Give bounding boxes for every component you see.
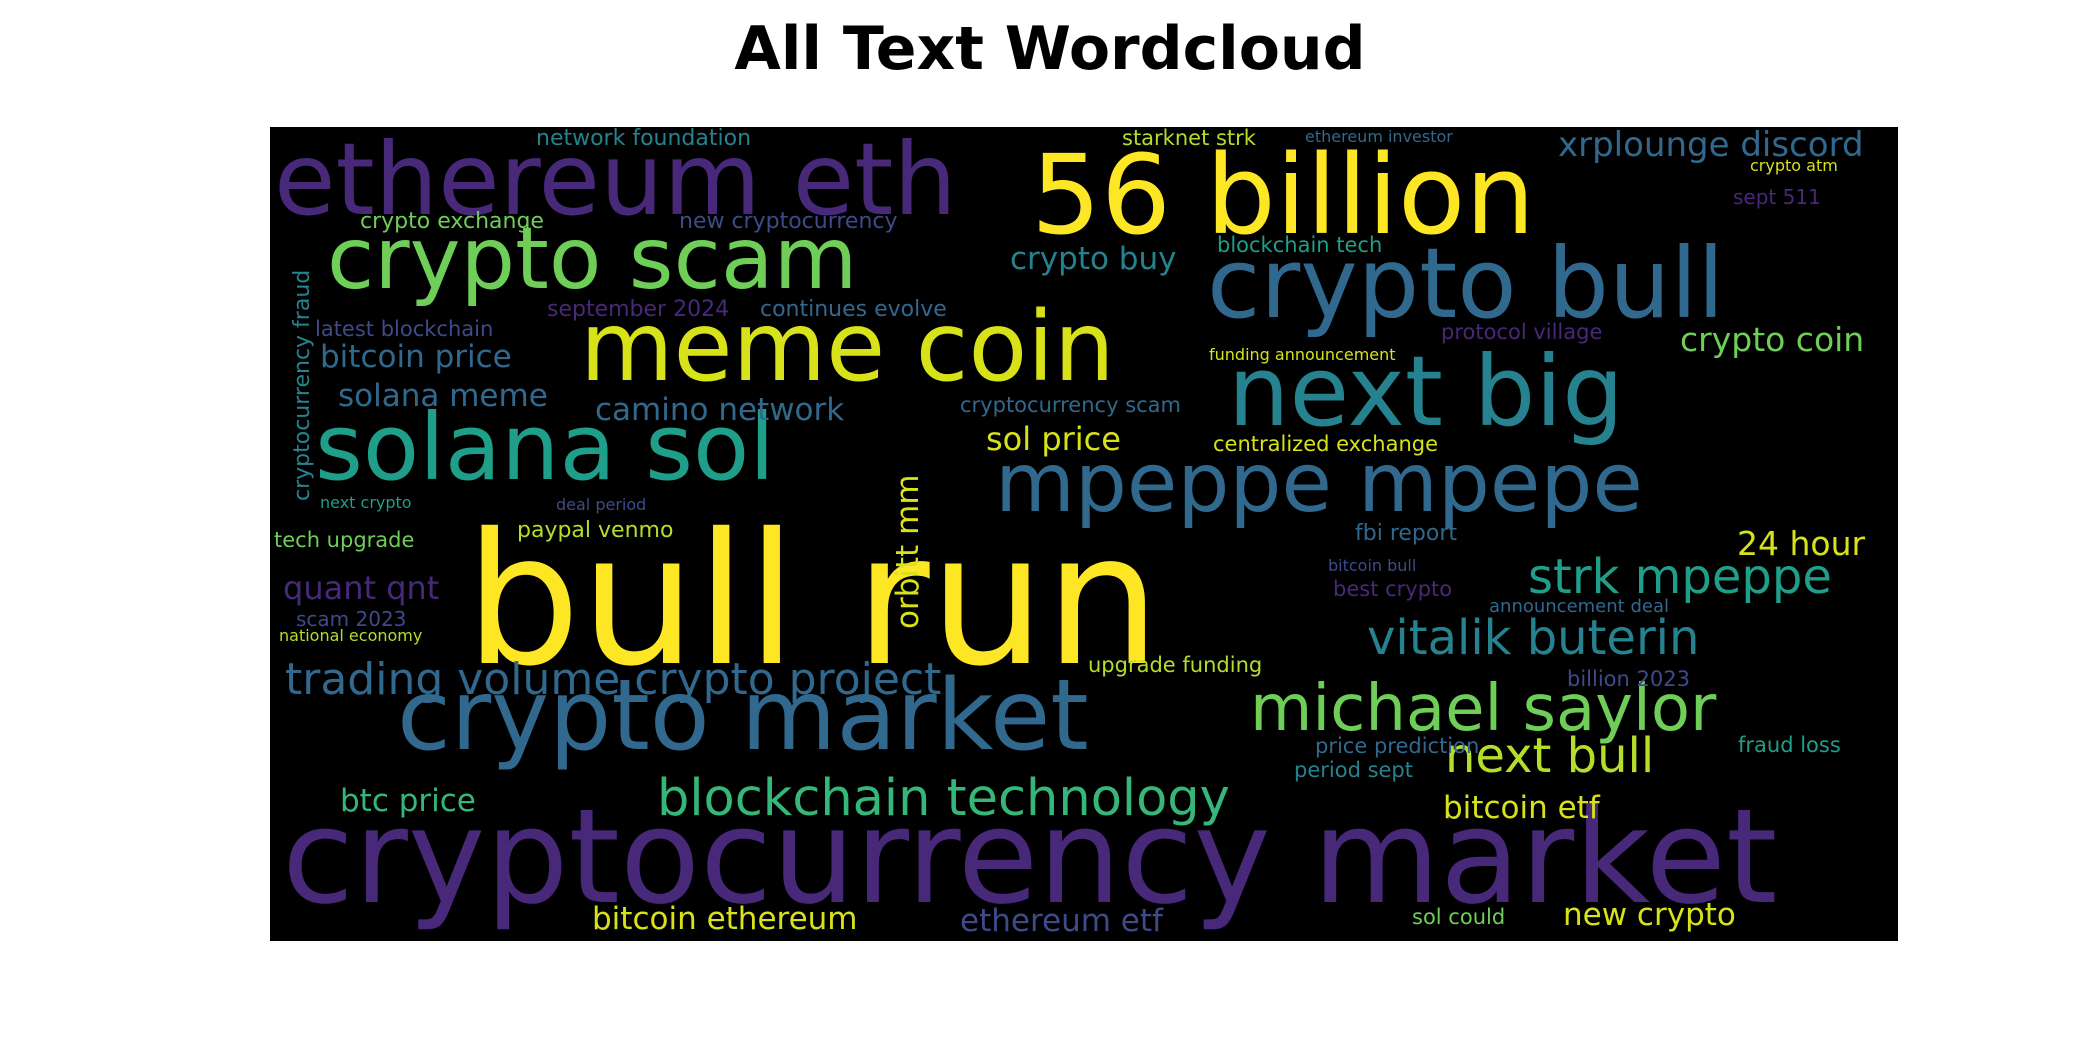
word-blockchain-tech: blockchain tech — [1217, 233, 1383, 257]
word-cryptocurrency-scam: cryptocurrency scam — [960, 393, 1182, 417]
word-crypto-scam: crypto scam — [327, 209, 858, 309]
word-vitalik-buterin: vitalik buterin — [1367, 610, 1700, 666]
word-cryptocurrency-market: cryptocurrency market — [282, 780, 1778, 933]
word-tech-upgrade: tech upgrade — [274, 528, 415, 552]
word-solana-sol: solana sol — [315, 394, 775, 501]
word-crypto-coin: crypto coin — [1680, 320, 1865, 359]
word-bitcoin-bull: bitcoin bull — [1328, 556, 1417, 575]
word-mpeppe-mpepe: mpeppe mpepe — [995, 436, 1643, 531]
word-crypto-market: crypto market — [397, 659, 1089, 773]
word-24-hour: 24 hour — [1737, 524, 1866, 563]
wordcloud-canvas: bull run cryptocurrency market 56 billio… — [270, 127, 1898, 941]
word-new-cryptocurrency: new cryptocurrency — [679, 209, 898, 234]
word-next-bull: next bull — [1445, 728, 1655, 784]
word-protocol-village: protocol village — [1441, 320, 1603, 344]
word-fraud-loss: fraud loss — [1738, 733, 1841, 757]
word-cryptocurrency-fraud: cryptocurrency fraud — [290, 269, 315, 501]
word-bitcoin-etf: bitcoin etf — [1443, 790, 1600, 826]
word-sept-511: sept 511 — [1733, 185, 1821, 209]
word-period-sept: period sept — [1294, 758, 1413, 782]
word-bitcoin-price: bitcoin price — [320, 339, 512, 375]
word-next-crypto: next crypto — [320, 493, 412, 512]
word-orbitt-mm: orbitt mm — [890, 474, 926, 629]
word-strk-mpeppe: strk mpeppe — [1528, 549, 1832, 605]
word-crypto-buy: crypto buy — [1010, 241, 1177, 277]
word-new-crypto: new crypto — [1563, 897, 1736, 933]
word-national-economy: national economy — [279, 626, 423, 645]
word-fbi-report: fbi report — [1355, 521, 1458, 546]
word-next-big: next big — [1228, 335, 1624, 448]
word-crypto-bull: crypto bull — [1207, 227, 1725, 340]
word-september-2024: september 2024 — [547, 297, 730, 322]
word-latest-blockchain: latest blockchain — [315, 317, 494, 341]
word-crypto-exchange: crypto exchange — [360, 209, 544, 234]
word-continues-evolve: continues evolve — [760, 297, 947, 322]
word-crypto-atm: crypto atm — [1750, 156, 1838, 175]
word-starknet-strk: starknet strk — [1122, 127, 1256, 150]
word-network-foundation: network foundation — [536, 127, 752, 151]
word-meme-coin: meme coin — [580, 291, 1115, 403]
word-sol-could: sol could — [1412, 905, 1506, 929]
word-announcement-deal: announcement deal — [1489, 596, 1669, 617]
word-scam-2023: scam 2023 — [296, 607, 407, 631]
word-bitcoin-ethereum: bitcoin ethereum — [592, 901, 858, 937]
word-billion-2023: billion 2023 — [1567, 667, 1690, 691]
word-quant-qnt: quant qnt — [283, 569, 440, 607]
word-funding-announcement: funding announcement — [1209, 345, 1396, 364]
chart-title: All Text Wordcloud — [734, 14, 1366, 84]
word-ethereum-investor: ethereum investor — [1305, 127, 1453, 146]
word-bull-run: bull run — [465, 494, 1161, 706]
word-paypal-venmo: paypal venmo — [517, 518, 674, 543]
word-upgrade-funding: upgrade funding — [1088, 653, 1263, 677]
word-ethereum-etf: ethereum etf — [960, 903, 1163, 939]
word-btc-price: btc price — [340, 783, 476, 819]
word-trading-volume-crypto-project: trading volume crypto project — [285, 654, 942, 705]
word-xrplounge-discord: xrplounge discord — [1558, 127, 1864, 165]
word-best-crypto: best crypto — [1333, 577, 1453, 601]
word-centralized-exchange: centralized exchange — [1213, 432, 1439, 456]
word-56-billion: 56 billion — [1031, 131, 1536, 259]
word-blockchain-technology: blockchain technology — [657, 769, 1230, 828]
word-camino-network: camino network — [595, 392, 845, 428]
word-deal-period: deal period — [556, 495, 647, 514]
word-ethereum-eth: ethereum eth — [274, 127, 957, 238]
word-michael-saylor: michael saylor — [1250, 672, 1717, 746]
word-solana-meme: solana meme — [338, 378, 548, 414]
word-price-prediction: price prediction — [1315, 734, 1480, 758]
word-sol-price: sol price — [986, 420, 1121, 458]
